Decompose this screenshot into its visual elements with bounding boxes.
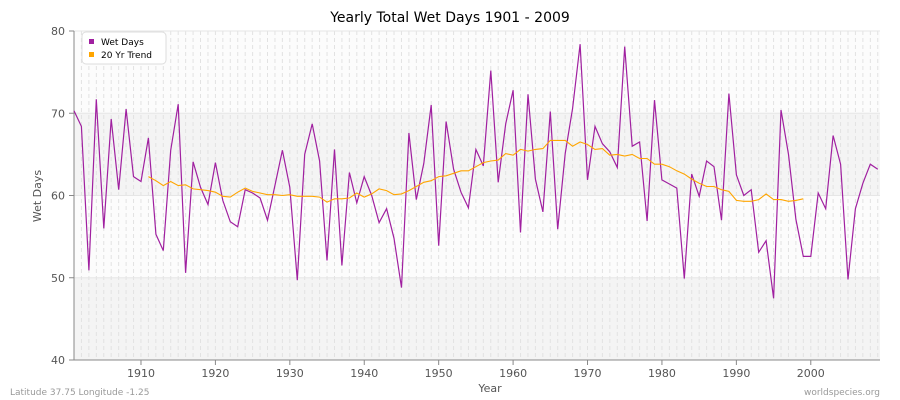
y-tick-label: 70 xyxy=(51,107,65,120)
legend-swatch-trend xyxy=(89,52,94,57)
x-tick-label: 1950 xyxy=(425,367,453,380)
footer-source: worldspecies.org xyxy=(804,388,880,398)
legend-swatch-wet-days xyxy=(89,39,94,44)
x-tick-label: 1940 xyxy=(350,367,378,380)
legend-label-trend: 20 Yr Trend xyxy=(101,51,152,61)
plot-band xyxy=(74,31,880,114)
y-tick-label: 60 xyxy=(51,190,65,203)
x-tick-label: 2000 xyxy=(797,367,825,380)
x-tick-label: 1910 xyxy=(127,367,155,380)
x-tick-label: 1920 xyxy=(201,367,229,380)
x-tick-label: 1990 xyxy=(722,367,750,380)
footer-location: Latitude 37.75 Longitude -1.25 xyxy=(10,388,149,398)
x-tick-label: 1960 xyxy=(499,367,527,380)
y-axis-label: Wet Days xyxy=(31,170,44,223)
series-line-wet-days xyxy=(73,44,879,299)
x-tick-label: 1970 xyxy=(574,367,602,380)
legend-box xyxy=(81,31,167,65)
x-tick-label: 1980 xyxy=(648,367,676,380)
y-tick-label: 80 xyxy=(51,25,65,38)
chart-title: Yearly Total Wet Days 1901 - 2009 xyxy=(329,10,570,26)
y-tick-label: 40 xyxy=(51,354,65,367)
x-tick-label: 1930 xyxy=(276,367,304,380)
y-tick-label: 50 xyxy=(51,272,65,285)
x-axis-label: Year xyxy=(477,382,502,395)
series-line-20yr-trend xyxy=(148,139,804,203)
legend-label-wet-days: Wet Days xyxy=(101,38,144,48)
legend: Wet Days 20 Yr Trend xyxy=(81,31,167,65)
